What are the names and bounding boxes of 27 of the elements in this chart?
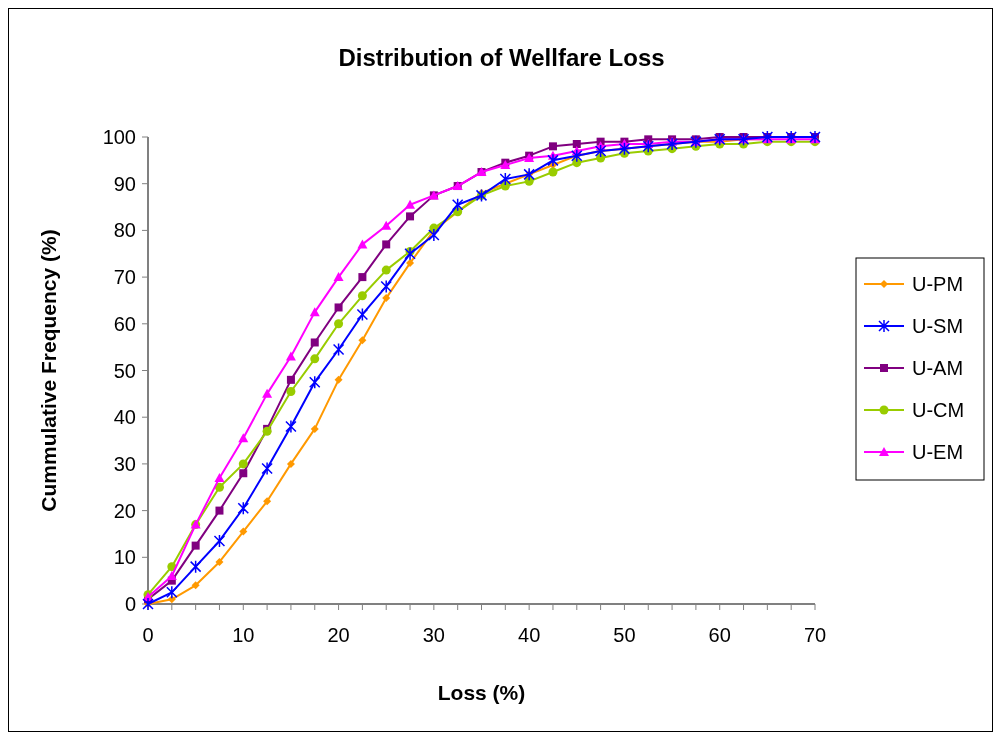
x-tick-label: 70	[803, 624, 827, 646]
y-axis-title: Cummulative Frequency (%)	[37, 229, 60, 512]
y-tick-label: 50	[113, 359, 136, 382]
legend-label: U-CM	[912, 399, 965, 421]
x-tick-label: 40	[518, 624, 541, 646]
y-tick-label: 40	[113, 406, 136, 429]
legend-label: U-EM	[912, 441, 964, 463]
y-tick-label: 80	[113, 219, 136, 242]
x-tick-label: 0	[142, 624, 154, 646]
x-tick-label: 60	[708, 624, 731, 646]
y-tick-label: 0	[124, 593, 136, 615]
y-tick-label: 100	[102, 126, 136, 148]
x-axis-title: Loss (%)	[437, 681, 526, 704]
y-tick-label: 60	[113, 312, 136, 335]
x-tick-label: 10	[232, 624, 255, 646]
x-tick-label: 20	[327, 624, 350, 646]
y-tick-label: 20	[113, 499, 136, 522]
legend-label: U-PM	[912, 273, 964, 295]
y-tick-label: 10	[113, 546, 136, 569]
y-tick-label: 30	[113, 452, 136, 475]
legend-label: U-SM	[912, 315, 964, 337]
x-tick-label: 50	[613, 624, 636, 646]
y-tick-label: 90	[113, 172, 136, 195]
chart-title: Distribution of Wellfare Loss	[338, 44, 665, 71]
legend-label: U-AM	[912, 357, 964, 379]
y-tick-label: 70	[113, 266, 136, 289]
x-tick-label: 30	[422, 624, 445, 646]
